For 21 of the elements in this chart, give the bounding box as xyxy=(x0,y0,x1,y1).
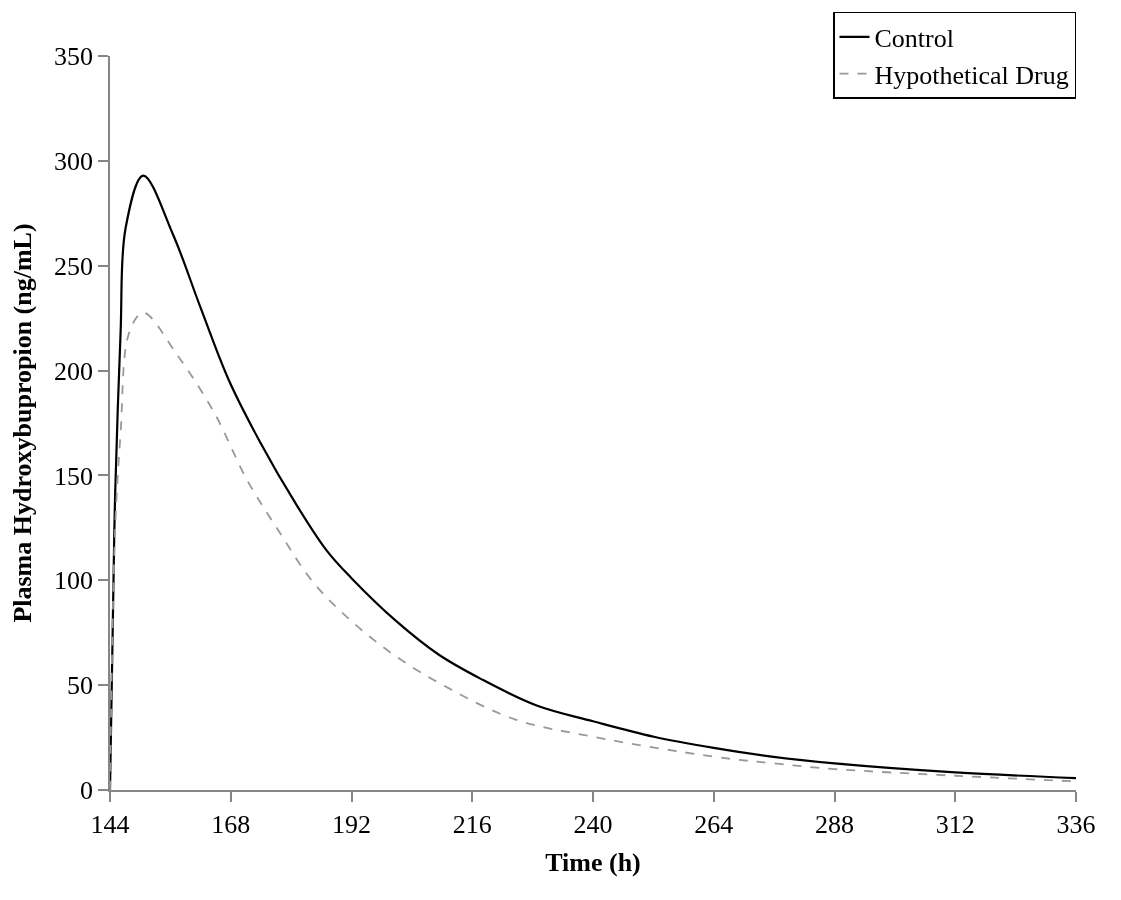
x-tick-label: 312 xyxy=(935,809,975,839)
x-tick-label: 264 xyxy=(694,809,734,839)
legend-label: Hypothetical Drug xyxy=(874,60,1069,90)
y-tick-label: 100 xyxy=(54,566,94,596)
x-tick-label: 240 xyxy=(573,809,613,839)
legend-label: Control xyxy=(874,24,954,53)
y-tick-label: 0 xyxy=(80,776,94,806)
x-tick-label: 144 xyxy=(90,809,130,839)
x-axis-title: Time (h) xyxy=(545,848,641,878)
y-tick-label: 300 xyxy=(54,146,94,176)
x-tick-label: 168 xyxy=(211,809,251,839)
y-tick-label: 200 xyxy=(54,356,94,386)
y-tick-label: 50 xyxy=(67,671,94,701)
y-tick-label: 250 xyxy=(54,251,94,281)
x-tick-label: 288 xyxy=(815,809,854,839)
y-tick-label: 350 xyxy=(54,42,94,72)
y-tick-label: 150 xyxy=(54,461,94,491)
x-tick-label: 216 xyxy=(452,809,492,839)
y-axis-title: Plasma Hydroxybupropion (ng/mL) xyxy=(7,223,37,623)
x-tick-label: 192 xyxy=(332,809,371,839)
x-tick-label: 336 xyxy=(1056,809,1096,839)
